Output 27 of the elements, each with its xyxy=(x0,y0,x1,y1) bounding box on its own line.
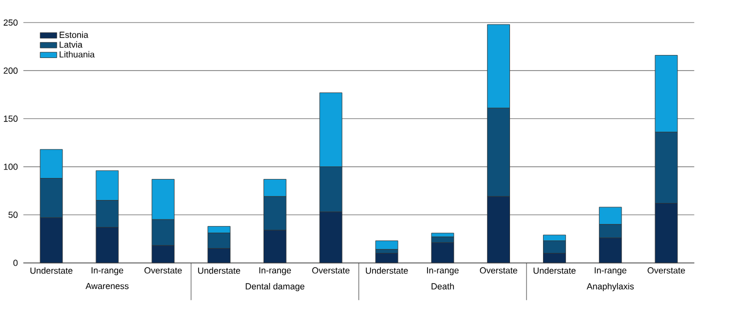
y-tick-label: 50 xyxy=(8,212,18,218)
x-tick-label: Overstate xyxy=(312,267,350,274)
y-tick-label: 100 xyxy=(4,164,18,170)
y-tick-label: 0 xyxy=(13,260,18,266)
legend-label: Estonia xyxy=(60,32,88,38)
bar xyxy=(375,253,398,264)
legend-label: Lithuania xyxy=(60,51,95,58)
x-tick-label: In-range xyxy=(259,267,291,276)
text: Dental damage xyxy=(246,283,304,292)
text: Anaphylaxis xyxy=(586,283,634,292)
x-tick-label: Understate xyxy=(198,267,240,274)
y-tick-label: 200 xyxy=(4,68,18,74)
x-tick-label: Understate xyxy=(30,267,72,274)
text: Death xyxy=(432,283,454,290)
y-tick-label: 250 xyxy=(4,20,18,26)
legend-label: Latvia xyxy=(60,41,82,48)
x-tick-label: Understate xyxy=(366,267,408,274)
x-tick-label: In-range xyxy=(427,267,459,276)
text: Awareness xyxy=(86,283,129,290)
x-tick-label: Overstate xyxy=(480,267,518,274)
bar xyxy=(375,240,398,250)
x-tick-label: In-range xyxy=(594,267,626,276)
y-tick-label: 150 xyxy=(4,116,18,122)
x-tick-label: Overstate xyxy=(144,267,182,274)
x-tick-label: Understate xyxy=(534,267,576,274)
x-tick-label: Overstate xyxy=(648,267,685,274)
x-tick-label: In-range xyxy=(92,267,124,276)
